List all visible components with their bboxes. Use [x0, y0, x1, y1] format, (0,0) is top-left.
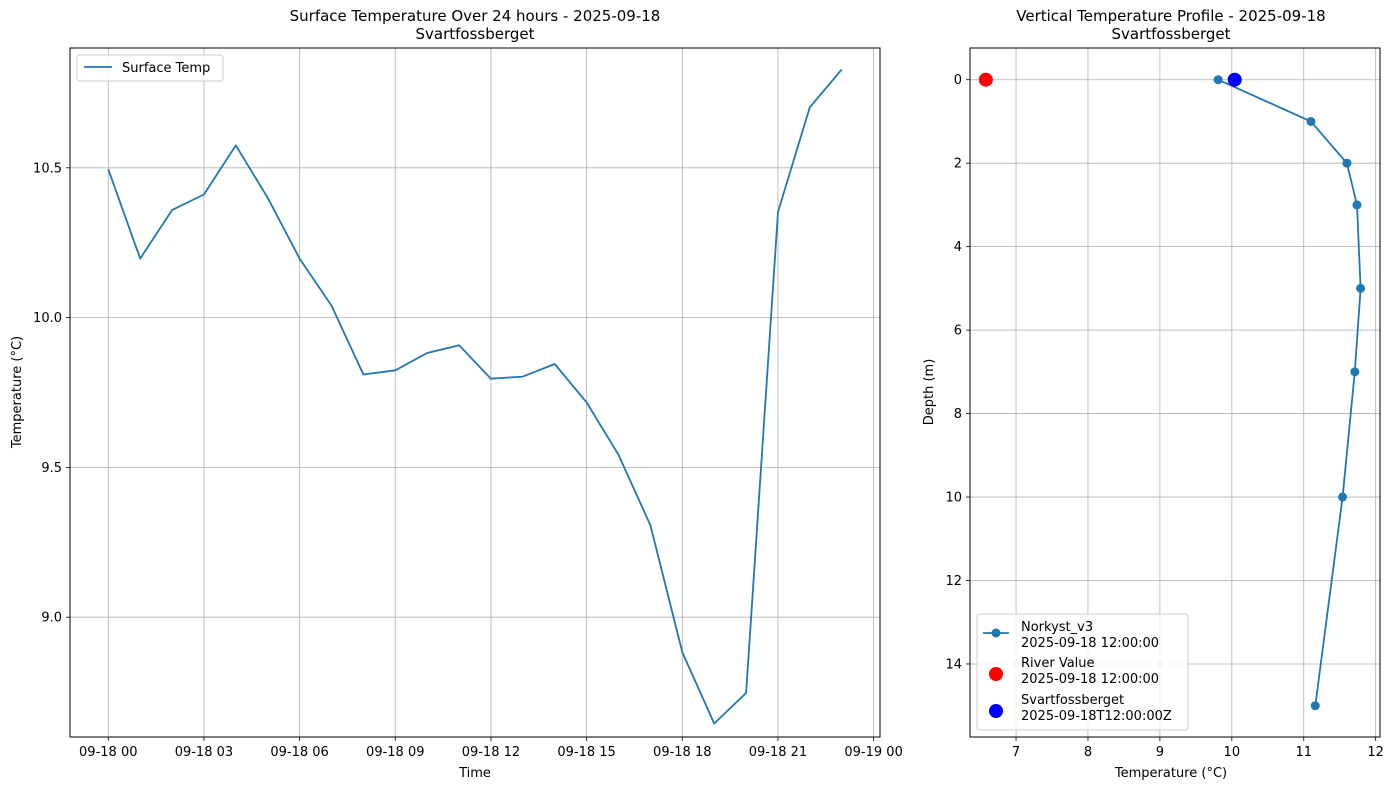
- vertical-profile-chart: Vertical Temperature Profile - 2025-09-1…: [922, 7, 1384, 781]
- chart2-x-tick-label: 7: [1012, 745, 1020, 760]
- chart1-x-tick-label: 09-18 00: [79, 745, 137, 760]
- surface-temp-point: [585, 401, 588, 404]
- surface-temp-point: [713, 722, 716, 725]
- surface-temp-point: [234, 144, 237, 147]
- chart1-title: Surface Temperature Over 24 hours - 2025…: [290, 7, 661, 25]
- surface-temp-point: [808, 106, 811, 109]
- chart2-y-tick-label: 10: [945, 491, 962, 506]
- chart2-y-tick-label: 12: [945, 574, 962, 589]
- chart2-x-axis-label: Temperature (°C): [1114, 766, 1227, 781]
- legend-river-value-swatch: [989, 667, 1003, 681]
- chart1-legend: Surface Temp: [76, 54, 224, 82]
- chart1-y-tick-label: 9.0: [41, 611, 62, 626]
- chart2-title: Vertical Temperature Profile - 2025-09-1…: [1016, 7, 1325, 25]
- chart2-axes-frame: [969, 47, 1381, 738]
- surface-temp-point: [840, 68, 843, 71]
- chart2-legend-box: [976, 613, 1189, 731]
- chart2-y-tick-label: 14: [945, 657, 962, 672]
- chart2-gridlines: [970, 48, 1380, 737]
- svartfossberget-point: [1227, 72, 1242, 87]
- chart2-x-tick-label: 11: [1295, 745, 1312, 760]
- legend-norkyst-timestamp: 2025-09-18 12:00:00: [1021, 636, 1159, 651]
- surface-temp-point: [521, 375, 524, 378]
- chart2-y-tick-label: 2: [954, 157, 962, 172]
- norkyst-profile-point: [1338, 492, 1348, 502]
- norkyst-profile-point: [1342, 158, 1352, 168]
- chart1-x-tick-label: 09-18 15: [557, 745, 615, 760]
- surface-temp-point: [458, 344, 461, 347]
- surface-temp-point: [553, 363, 556, 366]
- norkyst-profile-point: [1310, 701, 1320, 711]
- chart2-x-tick-label: 10: [1224, 745, 1241, 760]
- river-value-point: [978, 72, 993, 87]
- chart1-x-axis-label: Time: [458, 766, 491, 781]
- surface-temp-point: [330, 304, 333, 307]
- chart2-y-axis-label: Depth (m): [922, 359, 937, 426]
- surface-temp-point: [426, 351, 429, 354]
- chart2-y-tick-label: 6: [954, 324, 962, 339]
- chart1-x-tick-label: 09-18 12: [462, 745, 520, 760]
- surface-temperature-chart: Surface Temperature Over 24 hours - 2025…: [10, 7, 903, 781]
- norkyst-profile-line: [1217, 78, 1362, 706]
- surface-temp-point: [745, 691, 748, 694]
- legend-river-value-label: River Value: [1021, 656, 1095, 671]
- norkyst-profile-point: [1213, 75, 1223, 85]
- chart2-legend: Norkyst_v3 2025-09-18 12:00:00 River Val…: [976, 613, 1189, 731]
- legend-norkyst-label: Norkyst_v3: [1021, 620, 1093, 635]
- chart2-ticks: 7 8 9 10 11 12 0 2 4 6 8 10 12 14: [945, 73, 1384, 760]
- chart1-y-tick-label: 10.0: [33, 311, 62, 326]
- chart2-subtitle: Svartfossberget: [1111, 25, 1230, 43]
- chart1-series: [107, 68, 843, 725]
- chart1-x-tick-label: 09-18 03: [175, 745, 233, 760]
- legend-surface-temp-label: Surface Temp: [122, 61, 210, 76]
- surface-temp-point: [171, 209, 174, 212]
- surface-temp-line: [107, 69, 843, 725]
- legend-svartfossberget-swatch: [989, 704, 1003, 718]
- norkyst-profile-point: [1352, 200, 1362, 210]
- surface-temp-point: [202, 193, 205, 196]
- surface-temp-point: [394, 369, 397, 372]
- norkyst-profile-point: [1356, 283, 1366, 293]
- surface-temp-point: [139, 257, 142, 260]
- norkyst-profile-point: [1350, 367, 1360, 377]
- chart1-x-tick-label: 09-18 18: [653, 745, 711, 760]
- surface-temp-point: [649, 524, 652, 527]
- surface-temp-point: [489, 377, 492, 380]
- chart1-ticks: 09-18 00 09-18 03 09-18 06 09-18 09 09-18 12…: [33, 161, 903, 760]
- chart1-y-tick-label: 9.5: [41, 461, 62, 476]
- chart2-y-tick-label: 4: [954, 240, 962, 255]
- chart1-subtitle: Svartfossberget: [415, 25, 534, 43]
- chart2-x-tick-label: 12: [1367, 745, 1384, 760]
- chart2-series: [978, 72, 1366, 711]
- chart1-gridlines: [70, 48, 880, 737]
- chart1-legend-box: [76, 54, 224, 82]
- norkyst-profile-point: [1306, 116, 1316, 126]
- chart1-x-tick-label: 09-19 00: [844, 745, 902, 760]
- surface-temp-point: [266, 196, 269, 199]
- chart2-x-tick-label: 8: [1084, 745, 1092, 760]
- surface-temp-point: [362, 373, 365, 376]
- surface-temp-point: [107, 168, 110, 171]
- chart1-axes-frame: [69, 47, 881, 738]
- legend-river-value-timestamp: 2025-09-18 12:00:00: [1021, 672, 1159, 687]
- surface-temp-point: [776, 210, 779, 213]
- surface-temp-point: [617, 453, 620, 456]
- legend-svartfossberget-timestamp: 2025-09-18T12:00:00Z: [1021, 709, 1172, 724]
- chart2-y-tick-label: 8: [954, 407, 962, 422]
- surface-temp-point: [681, 651, 684, 654]
- surface-temp-point: [298, 257, 301, 260]
- chart2-x-tick-label: 9: [1156, 745, 1164, 760]
- chart1-x-tick-label: 09-18 21: [749, 745, 807, 760]
- chart1-x-tick-label: 09-18 06: [270, 745, 328, 760]
- chart1-y-axis-label: Temperature (°C): [10, 336, 25, 449]
- legend-svartfossberget-label: Svartfossberget: [1021, 693, 1124, 708]
- chart1-x-tick-label: 09-18 09: [366, 745, 424, 760]
- chart1-y-tick-label: 10.5: [33, 161, 62, 176]
- chart2-y-tick-label: 0: [954, 73, 962, 88]
- legend-norkyst-marker-swatch: [991, 628, 1001, 638]
